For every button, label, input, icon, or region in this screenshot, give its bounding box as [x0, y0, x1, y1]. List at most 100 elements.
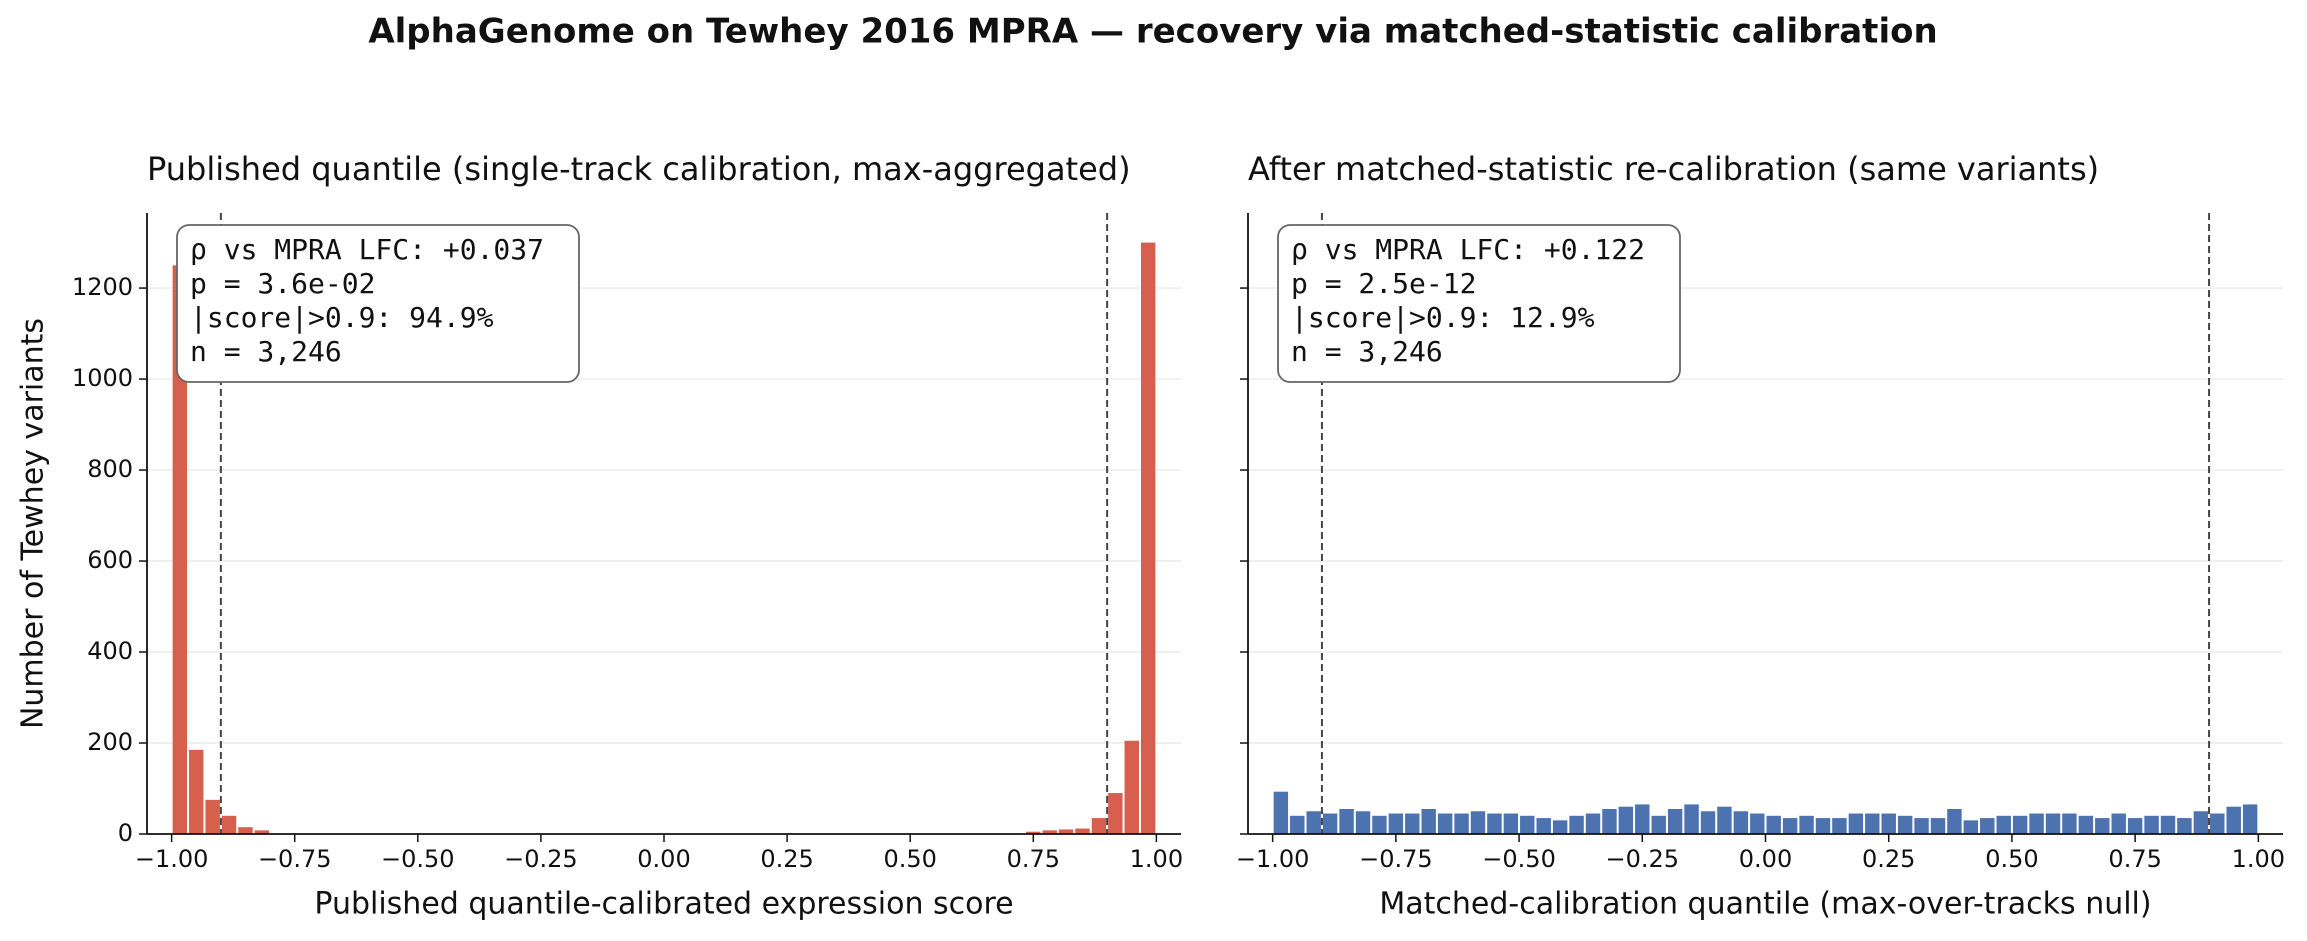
histogram-bar	[1733, 811, 1749, 834]
x-tick-label: −1.00	[135, 845, 209, 873]
histogram-bar	[1799, 815, 1814, 834]
histogram-bar	[2144, 815, 2159, 834]
histogram-bar	[1865, 813, 1880, 834]
histogram-bar	[1717, 806, 1732, 834]
y-tick-label: 1000	[72, 364, 133, 392]
histogram-bar	[1273, 791, 1289, 834]
histogram-bar	[1766, 815, 1781, 834]
histogram-bar	[1470, 811, 1486, 834]
annotation-line: p = 2.5e-12	[1291, 267, 1476, 300]
histogram-bar	[1569, 815, 1584, 834]
annotation-box	[1277, 224, 1681, 383]
histogram-bar	[1552, 820, 1568, 834]
histogram-bar	[1388, 813, 1404, 834]
x-tick-label: 1.00	[1130, 845, 1183, 873]
histogram-bar	[1322, 813, 1338, 834]
annotation-box	[176, 224, 580, 383]
x-tick-label: 0.25	[1862, 845, 1915, 873]
histogram-bar	[1635, 804, 1650, 834]
x-tick-label: −1.00	[1236, 845, 1310, 873]
histogram-bar	[2045, 813, 2061, 834]
y-tick-label: 0	[118, 819, 133, 847]
histogram-bar	[1667, 808, 1683, 834]
histogram-bar	[254, 830, 270, 834]
histogram-bar	[1996, 815, 2011, 834]
histogram-bar	[1140, 242, 1156, 835]
x-tick-label: 0.75	[2108, 845, 2161, 873]
histogram-bar	[1058, 829, 1074, 834]
panel: 0 200 400 600 800 1000 1200 −1.00 −0.75 −0.50 −0.2…	[16, 150, 1184, 922]
histogram-bar	[1042, 830, 1057, 834]
histogram-bar	[2012, 815, 2028, 834]
histogram-bar	[172, 265, 188, 834]
histogram-bar	[2193, 811, 2209, 834]
x-tick-label: 0.25	[760, 845, 813, 873]
x-tick-label: 0.00	[1739, 845, 1792, 873]
panel-title: After matched-statistic re-calibration (…	[1248, 150, 2099, 188]
histogram-bar	[1124, 740, 1139, 834]
histogram-bar	[1421, 808, 1436, 834]
histogram-bar	[2111, 813, 2126, 834]
histogram-bar	[1290, 815, 1305, 834]
histogram-bar	[189, 749, 204, 834]
histogram-bar	[1437, 813, 1453, 834]
histogram-bar	[1963, 820, 1979, 834]
y-tick-label: 1200	[72, 273, 133, 301]
x-tick-label: −0.25	[1606, 845, 1680, 873]
histogram-bar	[1750, 813, 1765, 834]
histogram-bar	[1372, 815, 1387, 834]
x-tick-label: 0.50	[1985, 845, 2038, 873]
histogram-bar	[1585, 813, 1601, 834]
annotation-line: |score|>0.9: 94.9%	[190, 301, 494, 334]
histogram-bar	[238, 827, 253, 834]
histogram-bar	[1815, 818, 1831, 834]
histogram-bar	[1897, 815, 1913, 834]
y-axis-label: Number of Tewhey variants	[16, 318, 51, 729]
y-tick-label: 800	[87, 455, 133, 483]
figure-title: AlphaGenome on Tewhey 2016 MPRA — recove…	[368, 12, 1937, 52]
y-tick-label: 600	[87, 546, 133, 574]
histogram-bar	[1651, 815, 1666, 834]
histogram-bar	[2160, 815, 2176, 834]
annotation-line: p = 3.6e-02	[190, 267, 375, 300]
histogram-bar	[2242, 804, 2258, 834]
histogram-bar	[1487, 813, 1502, 834]
x-axis-label: Matched-calibration quantile (max-over-t…	[1379, 887, 2151, 922]
histogram-bar	[1947, 808, 1962, 834]
histogram-bar	[1503, 813, 1519, 834]
x-tick-label: 0.00	[637, 845, 690, 873]
x-tick-label: −0.50	[381, 845, 455, 873]
histogram-bar	[1930, 818, 1946, 834]
annotation-line: ρ vs MPRA LFC: +0.122	[1291, 233, 1645, 266]
histogram-bar	[1848, 813, 1864, 834]
histogram-bar	[1454, 813, 1469, 834]
annotation-line: ρ vs MPRA LFC: +0.037	[190, 233, 544, 266]
histogram-bar	[1618, 806, 1634, 834]
histogram-bar	[1091, 818, 1107, 834]
histogram-bar	[1306, 811, 1321, 834]
histogram-bar	[221, 815, 237, 834]
histogram-bar	[1339, 808, 1354, 834]
histogram-bar	[2210, 813, 2225, 834]
histogram-bar	[205, 799, 220, 834]
annotation-line: n = 3,246	[190, 335, 342, 368]
x-tick-label: −0.75	[1359, 845, 1433, 873]
histogram-bar	[1355, 811, 1371, 834]
y-tick-label: 400	[87, 637, 133, 665]
histogram-bar	[1881, 813, 1896, 834]
histogram-bar	[1832, 818, 1847, 834]
histogram-bar	[1108, 793, 1123, 834]
histogram-bar	[1782, 818, 1798, 834]
x-axis-label: Published quantile-calibrated expression…	[314, 887, 1013, 922]
annotation-line: |score|>0.9: 12.9%	[1291, 301, 1595, 334]
x-tick-label: 1.00	[2232, 845, 2285, 873]
panel: −1.00 −0.75 −0.50 −0.25 0.00 0.25 0.50 0.75 1.00…	[1236, 150, 2285, 922]
histogram-bar	[2029, 813, 2044, 834]
histogram-bar	[1914, 818, 1929, 834]
panel-title: Published quantile (single-track calibra…	[147, 150, 1131, 188]
histogram-bar	[1405, 813, 1420, 834]
histogram-bar	[2177, 818, 2192, 834]
histogram-bar	[1700, 811, 1716, 834]
